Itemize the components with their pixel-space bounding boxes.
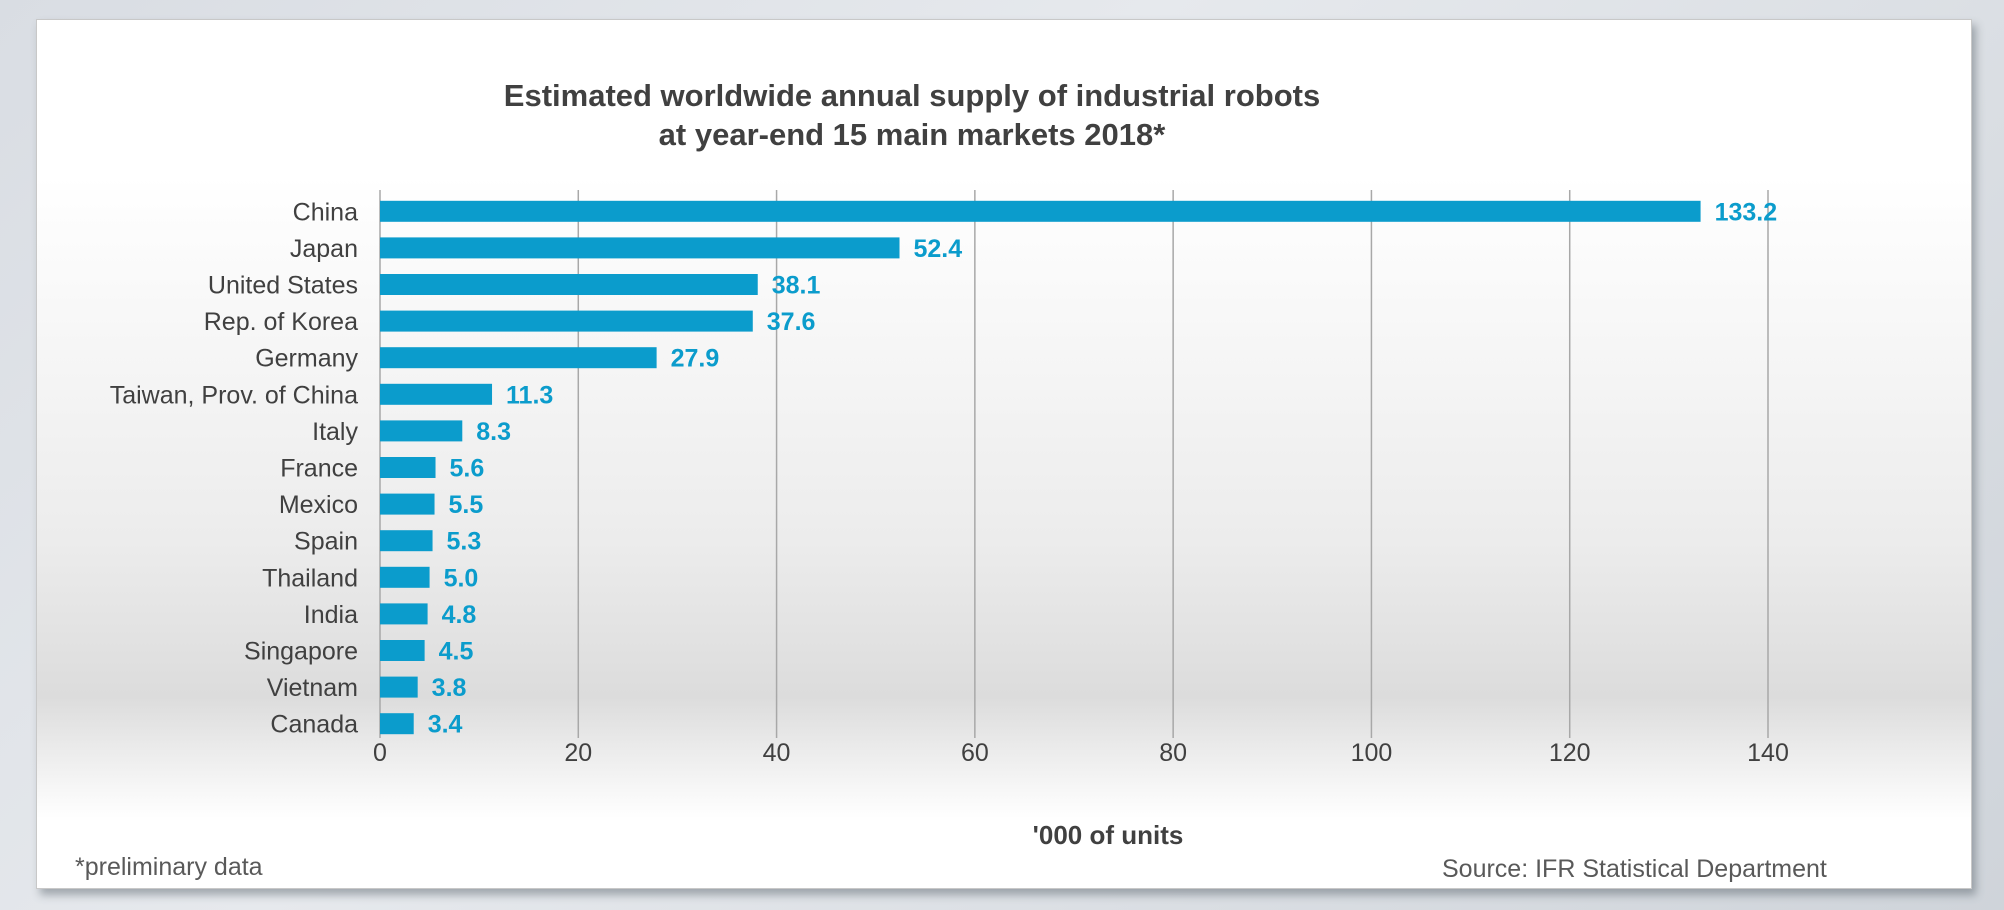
footnote: *preliminary data [75,853,263,881]
value-label-0: 133.2 [1715,198,1778,226]
value-label-6: 8.3 [476,418,511,446]
bar-9 [380,530,433,552]
category-label-5: Taiwan, Prov. of China [110,381,358,409]
value-label-14: 3.4 [428,711,463,739]
category-label-11: India [304,601,358,629]
value-label-11: 4.8 [442,601,477,629]
value-label-13: 3.8 [432,674,467,702]
bar-7 [380,457,436,478]
category-label-10: Thailand [262,564,358,592]
category-label-0: China [293,198,358,226]
value-label-4: 27.9 [671,345,720,373]
bar-0 [380,200,1701,222]
value-label-5: 11.3 [506,381,553,409]
bar-2 [380,274,758,295]
x-tick-label-60: 60 [961,739,989,767]
bar-6 [380,420,463,442]
bar-11 [380,603,428,625]
bar-1 [380,237,900,259]
category-label-9: Spain [294,528,358,556]
bar-3 [380,310,753,332]
value-label-2: 38.1 [772,272,821,300]
category-label-7: France [280,455,358,483]
value-label-9: 5.3 [447,528,482,556]
x-tick-label-100: 100 [1351,739,1393,767]
x-axis-title: '000 of units [1033,820,1184,850]
bar-chart: 0 20 40 60 80 100 120 140 China 133.2 Japan 52.4 Uni… [110,190,1789,850]
chart-title-line-1: Estimated worldwide annual supply of ind… [503,78,1321,113]
category-label-12: Singapore [244,638,358,666]
value-label-1: 52.4 [914,235,963,263]
category-label-13: Vietnam [267,674,358,702]
bar-4 [380,347,657,369]
bar-12 [380,640,425,661]
x-tick-label-40: 40 [763,739,791,767]
value-label-7: 5.6 [450,455,485,483]
chart-title-line-2: at year-end 15 main markets 2018* [658,117,1166,152]
category-label-14: Canada [270,711,358,739]
bar-10 [380,566,430,588]
source-note: Source: IFR Statistical Department [1442,855,1827,883]
x-tick-label-120: 120 [1549,739,1591,767]
category-label-8: Mexico [279,491,358,519]
bar-5 [380,383,493,405]
x-tick-label-20: 20 [564,739,592,767]
category-label-4: Germany [255,345,358,373]
value-label-12: 4.5 [439,638,474,666]
x-tick-label-80: 80 [1159,739,1187,767]
bar-13 [380,676,418,698]
value-label-8: 5.5 [449,491,484,519]
category-label-6: Italy [312,418,358,446]
category-label-2: United States [208,272,358,300]
bar-14 [380,713,414,735]
category-label-3: Rep. of Korea [204,308,358,336]
x-tick-label-140: 140 [1747,739,1789,767]
value-label-10: 5.0 [444,564,479,592]
bar-8 [380,493,435,515]
chart-card: Estimated worldwide annual supply of ind… [36,19,1972,889]
category-label-1: Japan [290,235,358,263]
x-tick-label-0: 0 [373,739,387,767]
value-label-3: 37.6 [767,308,816,336]
